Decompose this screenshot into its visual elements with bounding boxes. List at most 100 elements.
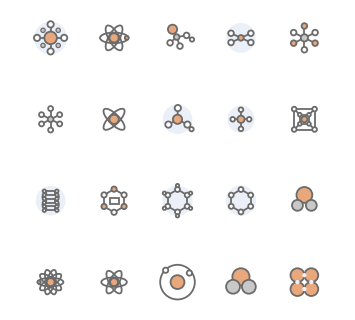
Circle shape <box>165 193 170 197</box>
Circle shape <box>41 28 45 32</box>
Circle shape <box>307 113 311 116</box>
Circle shape <box>292 107 296 111</box>
Circle shape <box>298 113 302 116</box>
Circle shape <box>175 105 181 111</box>
Circle shape <box>55 189 59 193</box>
Circle shape <box>312 30 318 36</box>
Circle shape <box>55 205 59 208</box>
Circle shape <box>48 128 53 132</box>
Bar <box>110 197 119 204</box>
Circle shape <box>176 214 179 218</box>
Circle shape <box>39 112 44 117</box>
Circle shape <box>165 204 170 209</box>
Circle shape <box>57 121 62 126</box>
Circle shape <box>248 30 253 36</box>
Circle shape <box>56 28 60 32</box>
Circle shape <box>292 200 303 211</box>
Circle shape <box>175 210 180 214</box>
Circle shape <box>226 186 256 216</box>
Circle shape <box>102 192 107 197</box>
Circle shape <box>34 35 40 41</box>
Circle shape <box>304 268 318 282</box>
Circle shape <box>229 204 234 209</box>
Circle shape <box>47 278 55 286</box>
Circle shape <box>55 201 59 204</box>
Circle shape <box>111 187 117 192</box>
Circle shape <box>302 287 306 291</box>
Circle shape <box>290 268 304 282</box>
Circle shape <box>163 104 192 134</box>
Circle shape <box>57 112 62 117</box>
Circle shape <box>110 278 118 286</box>
Circle shape <box>56 43 60 48</box>
Circle shape <box>184 121 191 128</box>
Circle shape <box>55 197 59 200</box>
Circle shape <box>292 127 296 132</box>
Circle shape <box>162 186 193 216</box>
Circle shape <box>43 205 46 208</box>
Circle shape <box>296 187 312 203</box>
Circle shape <box>163 268 168 273</box>
Circle shape <box>233 268 250 285</box>
Circle shape <box>48 106 53 111</box>
Circle shape <box>48 48 54 54</box>
Circle shape <box>174 34 180 40</box>
Circle shape <box>48 21 54 28</box>
Circle shape <box>229 193 234 197</box>
Circle shape <box>102 204 107 209</box>
Circle shape <box>43 193 46 196</box>
Circle shape <box>312 107 317 111</box>
Circle shape <box>121 204 127 209</box>
Circle shape <box>163 207 166 210</box>
Circle shape <box>302 47 307 52</box>
Circle shape <box>175 187 180 192</box>
Circle shape <box>61 35 67 41</box>
Circle shape <box>48 116 53 122</box>
Circle shape <box>55 209 59 212</box>
Circle shape <box>239 187 244 192</box>
Circle shape <box>160 265 195 300</box>
Circle shape <box>248 204 253 209</box>
Circle shape <box>304 282 318 296</box>
Circle shape <box>167 40 173 46</box>
Circle shape <box>309 280 313 284</box>
Circle shape <box>239 126 243 131</box>
Circle shape <box>187 270 192 276</box>
Circle shape <box>177 43 183 49</box>
Circle shape <box>228 106 255 133</box>
Circle shape <box>185 193 190 197</box>
Circle shape <box>163 191 166 195</box>
Circle shape <box>185 204 190 209</box>
Circle shape <box>170 275 185 289</box>
Circle shape <box>301 34 308 42</box>
Circle shape <box>121 192 127 197</box>
Circle shape <box>189 127 194 131</box>
Circle shape <box>168 25 177 34</box>
Circle shape <box>34 21 67 54</box>
Circle shape <box>173 115 182 124</box>
Circle shape <box>302 23 307 29</box>
Circle shape <box>189 191 192 195</box>
Circle shape <box>43 197 46 200</box>
Circle shape <box>228 30 234 36</box>
Circle shape <box>165 121 171 128</box>
Circle shape <box>248 40 253 45</box>
Circle shape <box>237 116 245 123</box>
Circle shape <box>239 210 244 214</box>
Circle shape <box>39 121 44 126</box>
Circle shape <box>36 186 65 216</box>
Circle shape <box>295 280 300 284</box>
Circle shape <box>41 43 45 48</box>
Circle shape <box>302 273 306 277</box>
Circle shape <box>111 210 117 215</box>
Circle shape <box>125 36 129 40</box>
Circle shape <box>43 201 46 204</box>
Circle shape <box>55 193 59 196</box>
Circle shape <box>189 207 192 210</box>
Circle shape <box>238 35 244 41</box>
Circle shape <box>239 108 243 112</box>
Circle shape <box>43 209 46 212</box>
Circle shape <box>226 23 256 53</box>
Circle shape <box>298 122 302 126</box>
Circle shape <box>44 32 57 44</box>
